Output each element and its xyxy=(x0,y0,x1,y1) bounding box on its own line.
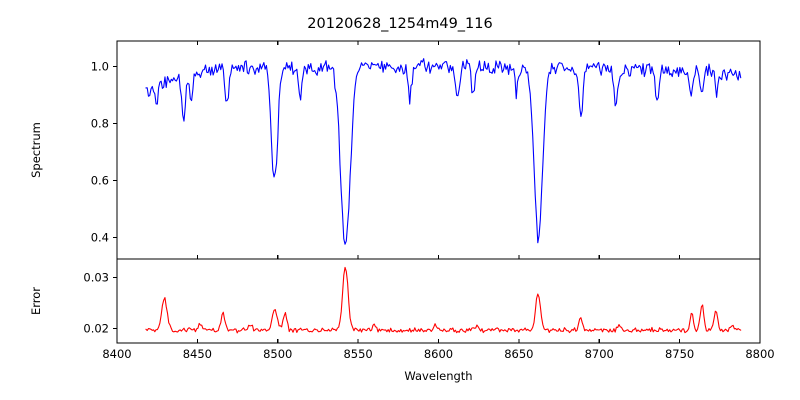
y-tick-label: 0.02 xyxy=(83,322,109,336)
y-tick-label: 0.8 xyxy=(91,117,109,131)
y-tick-label: 0.4 xyxy=(91,231,109,245)
x-tick-label: 8500 xyxy=(263,347,292,361)
x-tick-label: 8450 xyxy=(183,347,212,361)
y-tick-label: 0.6 xyxy=(91,174,109,188)
y-tick-label: 0.03 xyxy=(83,270,109,284)
x-tick-label: 8800 xyxy=(745,347,774,361)
x-tick-label: 8600 xyxy=(424,347,453,361)
x-tick-label: 8400 xyxy=(102,347,131,361)
x-tick-label: 8550 xyxy=(343,347,372,361)
error-y-axis-label: Error xyxy=(29,287,43,315)
x-tick-label: 8650 xyxy=(504,347,533,361)
spectrum-flux-line xyxy=(145,58,742,245)
error-panel: 8400 8450 8500 8550 8600 8650 8700 8750 8800 0.02… xyxy=(29,258,775,361)
spectrum-y-axis-label: Spectrum xyxy=(29,122,43,178)
y-tick-label: 1.0 xyxy=(91,60,109,74)
figure-title: 20120628_1254m49_116 xyxy=(307,16,492,32)
x-axis-label: Wavelength xyxy=(404,369,472,383)
x-tick-label: 8750 xyxy=(665,347,694,361)
x-tick-label: 8700 xyxy=(585,347,614,361)
error-error-line xyxy=(145,266,742,334)
